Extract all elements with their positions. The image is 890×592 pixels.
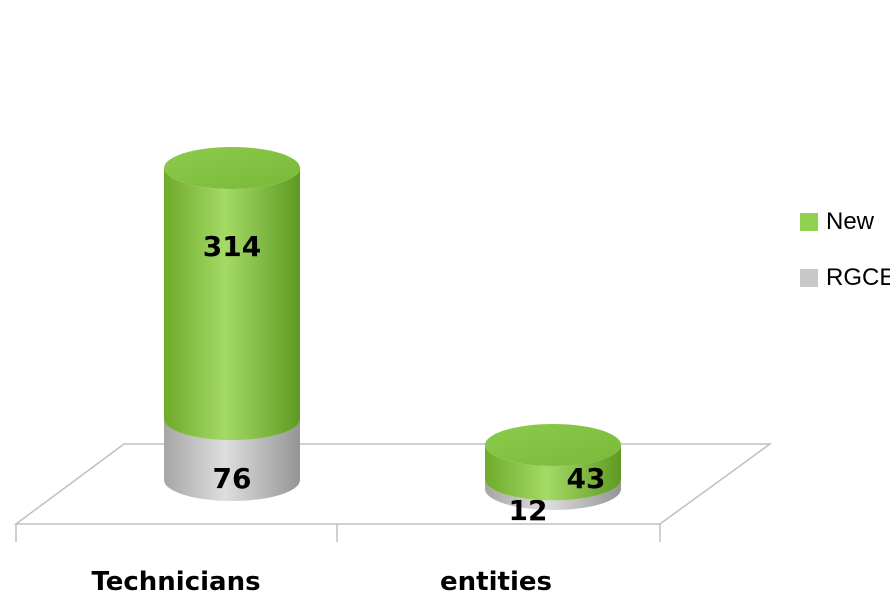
legend-swatch-new [800,213,818,231]
legend: New RGCE [800,208,890,320]
legend-item-new: New [800,208,890,236]
data-label-technicians-rgce: 76 [213,462,252,495]
legend-item-rgce: RGCE [800,264,890,292]
data-label-technicians-new: 314 [203,230,261,263]
floor-plane [13,443,773,525]
legend-label-new: New [826,208,875,235]
bar-technicians-new [164,168,300,441]
legend-label-rgce: RGCE [826,264,890,291]
bar-top-entities [485,424,621,466]
category-label-technicians: Technicians [91,567,260,592]
legend-swatch-rgce [800,269,818,287]
category-label-entities: entities [440,567,552,592]
floor [13,443,773,542]
bar-entities-rgce [485,479,621,510]
bar-technicians-rgce [164,419,300,501]
bar-top-technicians [164,147,300,189]
data-label-entities-new: 43 [567,462,606,495]
bar-entities-new [485,445,621,501]
